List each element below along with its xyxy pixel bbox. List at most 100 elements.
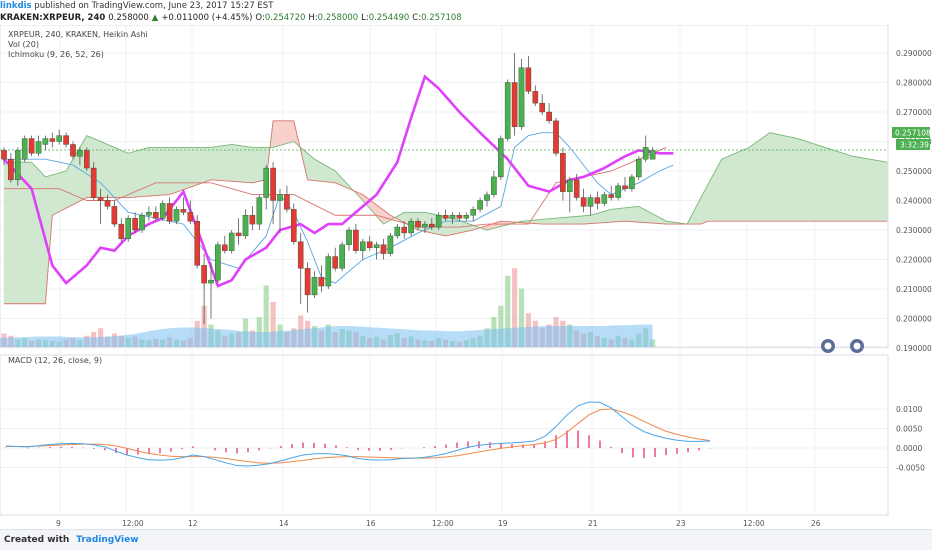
candle-body[interactable]: [28, 138, 35, 154]
candle-body[interactable]: [63, 135, 69, 145]
candle-body[interactable]: [187, 212, 194, 222]
candle-body[interactable]: [332, 256, 339, 269]
candle-body[interactable]: [90, 167, 97, 198]
candle-body[interactable]: [422, 223, 428, 228]
candle-body[interactable]: [477, 200, 483, 210]
candle-body[interactable]: [166, 203, 173, 222]
candle-body[interactable]: [580, 197, 587, 207]
candle-body[interactable]: [518, 67, 525, 127]
candle-body[interactable]: [173, 209, 180, 222]
candle-body[interactable]: [415, 220, 421, 228]
candle-body[interactable]: [249, 215, 256, 225]
candle-body[interactable]: [346, 229, 352, 245]
candle-body[interactable]: [546, 111, 552, 122]
candle-body[interactable]: [297, 241, 304, 269]
candle-body[interactable]: [463, 215, 470, 219]
candle-body[interactable]: [387, 235, 394, 254]
candle-body[interactable]: [470, 209, 477, 216]
event-icon[interactable]: [850, 339, 864, 353]
candle-body[interactable]: [525, 67, 532, 92]
candle-body[interactable]: [429, 223, 435, 228]
candle-body[interactable]: [291, 209, 297, 243]
candle-body[interactable]: [125, 217, 131, 240]
candle-body[interactable]: [208, 279, 214, 284]
candle-body[interactable]: [491, 176, 497, 195]
candle-body[interactable]: [622, 185, 628, 189]
candle-body[interactable]: [21, 138, 28, 160]
candle-body[interactable]: [228, 232, 235, 251]
candle-body[interactable]: [366, 241, 373, 248]
candle-body[interactable]: [111, 206, 118, 225]
candle-body[interactable]: [263, 167, 270, 198]
candle-body[interactable]: [539, 102, 545, 113]
candle-body[interactable]: [132, 217, 138, 231]
candle-body[interactable]: [373, 244, 380, 248]
candle-body[interactable]: [180, 209, 187, 213]
candle-body[interactable]: [201, 265, 207, 284]
candle-body[interactable]: [636, 158, 642, 178]
candle-body[interactable]: [242, 215, 249, 237]
candle-body[interactable]: [408, 220, 414, 234]
candle-body[interactable]: [442, 215, 449, 219]
candle-body[interactable]: [601, 194, 608, 204]
event-icon[interactable]: [821, 339, 835, 353]
candle-body[interactable]: [152, 212, 159, 219]
candle-body[interactable]: [215, 244, 221, 281]
candle-body[interactable]: [14, 150, 21, 181]
candle-body[interactable]: [277, 194, 283, 201]
candle-body[interactable]: [256, 197, 263, 225]
candle-body[interactable]: [1, 150, 7, 160]
candle-body[interactable]: [629, 176, 635, 189]
candle-body[interactable]: [560, 153, 566, 192]
candle-body[interactable]: [77, 150, 83, 157]
candle-body[interactable]: [35, 141, 42, 154]
candle-body[interactable]: [360, 241, 366, 251]
candle-body[interactable]: [435, 215, 442, 228]
candle-body[interactable]: [498, 138, 504, 178]
candle-body[interactable]: [70, 144, 76, 157]
candle-body[interactable]: [642, 147, 649, 160]
candle-body[interactable]: [608, 194, 614, 198]
candle-body[interactable]: [567, 179, 573, 192]
candle-body[interactable]: [311, 276, 318, 296]
candle-body[interactable]: [511, 82, 518, 127]
candle-body[interactable]: [318, 276, 325, 287]
candle-body[interactable]: [146, 212, 152, 216]
candle-body[interactable]: [83, 150, 90, 169]
candle-body[interactable]: [649, 150, 656, 160]
candle-body[interactable]: [401, 226, 408, 234]
candles[interactable]: [1, 53, 656, 325]
candle-body[interactable]: [532, 91, 539, 104]
candle-body[interactable]: [339, 244, 345, 269]
candle-body[interactable]: [284, 194, 290, 210]
candle-body[interactable]: [587, 197, 594, 207]
chart-area[interactable]: 0.190000 0.200000 0.210000 0.220000 0.230000…: [0, 25, 932, 530]
candle-body[interactable]: [235, 232, 242, 237]
candle-body[interactable]: [456, 215, 463, 219]
candle-body[interactable]: [8, 158, 14, 181]
candle-body[interactable]: [194, 220, 201, 266]
candle-body[interactable]: [504, 82, 511, 139]
candle-body[interactable]: [325, 256, 332, 287]
candle-body[interactable]: [484, 194, 490, 201]
candle-body[interactable]: [221, 244, 228, 251]
candle-body[interactable]: [97, 197, 104, 201]
candle-body[interactable]: [594, 197, 601, 204]
candle-body[interactable]: [56, 135, 62, 142]
tradingview-logo[interactable]: TradingView: [76, 535, 139, 545]
candle-body[interactable]: [159, 203, 166, 219]
candle-body[interactable]: [573, 179, 580, 198]
candle-body[interactable]: [270, 167, 276, 201]
candle-body[interactable]: [394, 226, 401, 237]
author-link[interactable]: linkdis: [0, 1, 32, 11]
candle-body[interactable]: [380, 244, 387, 254]
candle-body[interactable]: [139, 215, 145, 231]
candle-body[interactable]: [553, 120, 559, 154]
candle-body[interactable]: [104, 200, 111, 207]
candle-body[interactable]: [615, 185, 621, 198]
candle-body[interactable]: [118, 223, 125, 240]
candle-body[interactable]: [42, 138, 49, 145]
candle-body[interactable]: [353, 229, 359, 251]
candle-body[interactable]: [449, 215, 456, 219]
candle-body[interactable]: [49, 138, 56, 142]
